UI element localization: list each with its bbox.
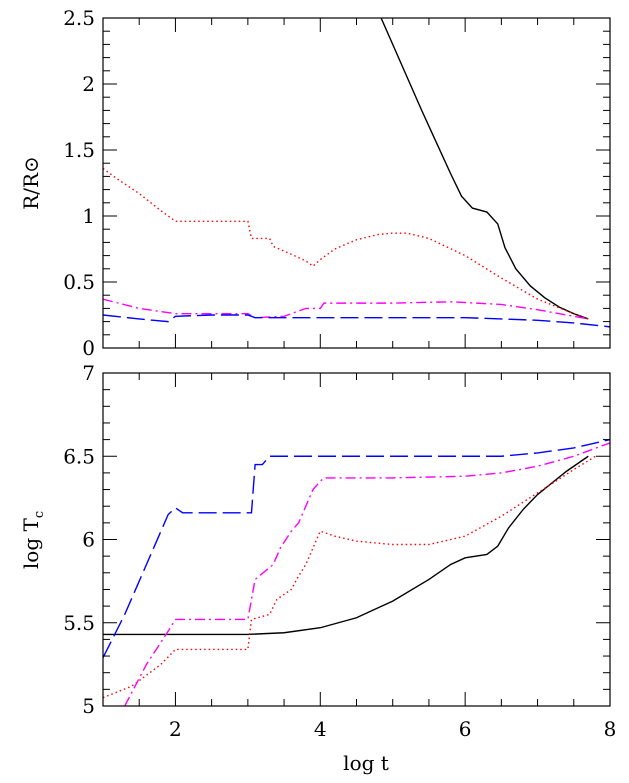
bottom-y-tick-label: 6.5	[63, 444, 95, 468]
bottom-y-axis-title: log Tc	[19, 511, 47, 569]
top-y-tick-label: 0.5	[63, 270, 95, 294]
bottom-y-axis-title-main: log T	[19, 518, 43, 570]
top-series-dashdot-line	[102, 298, 589, 320]
bottom-plot-frame	[102, 372, 611, 707]
top-y-tick-label: 2	[82, 72, 95, 96]
bottom-y-tick-label: 6	[82, 528, 95, 552]
top-y-axis-title: R/R⊙	[19, 156, 43, 210]
bottom-series-layer	[102, 438, 611, 707]
top-series-solid-line	[380, 17, 589, 320]
top-series-layer	[102, 17, 611, 328]
bottom-x-tick-label: 4	[314, 717, 327, 741]
bottom-series-dashdot-line	[124, 442, 611, 707]
top-series-dotted-line	[102, 167, 589, 320]
top-y-tick-label: 0	[82, 336, 95, 360]
top-y-tick-label: 2.5	[63, 6, 95, 30]
top-plot-frame	[102, 17, 611, 349]
bottom-series-solid-line	[103, 455, 589, 636]
bottom-y-tick-label: 5	[82, 694, 95, 718]
top-series-dashed-line	[102, 314, 611, 328]
bottom-y-tick-label: 5.5	[63, 611, 95, 635]
bottom-ticks-layer: 5 5.5 6 6.5 7 2 4 6 8	[63, 361, 616, 741]
top-ticks-layer: 0 0.5 1 1.5 2 2.5	[63, 6, 611, 360]
bottom-y-axis-title-sub: c	[32, 511, 47, 518]
bottom-x-tick-label: 6	[459, 717, 472, 741]
bottom-x-tick-label: 8	[604, 717, 617, 741]
bottom-series-dashed-line	[102, 438, 611, 659]
top-y-tick-label: 1.5	[63, 138, 95, 162]
top-panel: 0 0.5 1 1.5 2 2.5 R/R⊙	[19, 6, 611, 360]
bottom-x-axis-title: log t	[343, 751, 389, 775]
bottom-panel: 5 5.5 6 6.5 7 2 4 6 8 log Tc log t	[19, 361, 616, 775]
bottom-y-tick-label: 7	[82, 361, 95, 385]
top-y-tick-label: 1	[82, 204, 95, 228]
bottom-series-dotted-line	[102, 455, 596, 699]
bottom-x-tick-label: 2	[169, 717, 182, 741]
